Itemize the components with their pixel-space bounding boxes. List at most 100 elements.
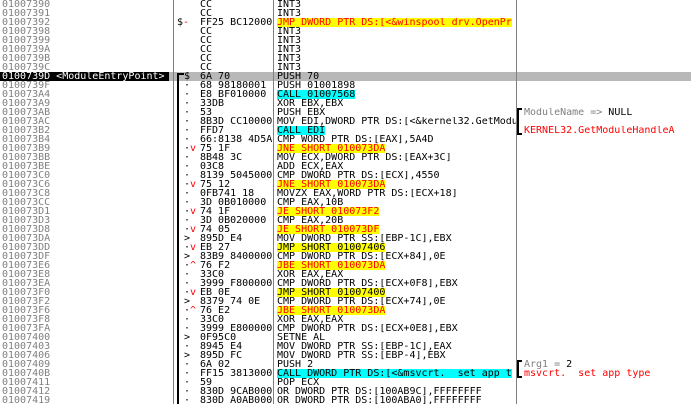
disasm-row[interactable]: 010073FA · 3999 E800000 CMP DWORD PTR DS:[E…	[0, 324, 691, 334]
row-marker: ·	[177, 270, 199, 279]
disasm-row[interactable]: 01007390 CC INT3	[0, 0, 691, 10]
disasm-row[interactable]: 01007412 · 830D 9CAB000 OR DWORD PTR DS:[10…	[0, 387, 691, 397]
disasm-row[interactable]: 010073DA >895D E4 MOV DWORD PTR SS:[EBP-1C…	[0, 234, 691, 244]
instruction-text: JNE SHORT 010073DA	[277, 180, 386, 189]
disasm-row[interactable]: 010073AC · 8B3D CC10000 MOV EDI,DWORD PTR D…	[0, 117, 691, 127]
hex-bytes-cell: 830D 9CAB000	[200, 387, 272, 396]
disasm-row[interactable]: 01007411 · 59 POP ECX	[0, 377, 691, 388]
disasm-row[interactable]: 010073E8 · 33C0 XOR EAX,EAX	[0, 270, 691, 280]
jump-down-arrow-icon: v	[190, 243, 197, 252]
disasm-row[interactable]: 010073F8 · 33C0 XOR EAX,EAX	[0, 315, 691, 325]
disassembly-cell: JMP DWORD PTR DS:[<&winspool_drv.OpenPr	[277, 18, 516, 27]
disasm-row[interactable]: 010073D3 · 3D 0B020000 CMP EAX,20B	[0, 216, 691, 226]
row-marker: ·^	[177, 261, 199, 270]
disassembly-cell: CALL DWORD PTR DS:[<&msvcrt.__set_app_t	[277, 369, 516, 378]
instruction-text: CMP EAX,10B	[277, 198, 344, 207]
instruction-text: JMP DWORD PTR DS:[<&winspool_drv.OpenPr	[277, 18, 512, 27]
disasm-row[interactable]: 01007403 · 8945 E4 MOV DWORD PTR SS:[EBP-1C…	[0, 341, 691, 352]
instruction-text: CALL 01007568	[277, 90, 356, 99]
disasm-row[interactable]: 010073D8 ·v 74 05 JE SHORT 010073DF	[0, 225, 691, 235]
disassembly-cell: PUSH 2	[277, 360, 516, 369]
disasm-row[interactable]: 0100739A CC INT3	[0, 45, 691, 55]
row-marker: ·v	[177, 207, 199, 216]
disasm-row[interactable]: 01007419 · 830D A0AB000 OR DWORD PTR DS:[10…	[0, 396, 691, 404]
jump-target-icon: >	[184, 297, 191, 306]
hex-bytes-cell: 8B3D CC10000	[200, 117, 272, 126]
marker-glyph: ·	[184, 153, 191, 162]
disasm-row[interactable]: 0100739B CC INT3	[0, 54, 691, 64]
disasm-row[interactable]: 010073BE · 03C8 ADD ECX,EAX	[0, 162, 691, 172]
disasm-row[interactable]: 010073AB · 53 PUSH EBX ModuleName => NULL	[0, 107, 691, 118]
marker-glyph: ·	[184, 99, 191, 108]
disasm-row[interactable]: 010073B4 · 66:8138 4D5A CMP WORD PTR DS:[EA…	[0, 135, 691, 145]
instruction-text: INT3	[277, 54, 302, 63]
address-cell: 010073E6	[2, 260, 51, 271]
marker-glyph: ·	[184, 162, 191, 171]
address-cell: 010073AB	[2, 107, 51, 118]
column-divider-hex-disasm	[273, 0, 274, 404]
disasm-row[interactable]: 0100739C CC INT3	[0, 63, 691, 73]
disasm-row[interactable]: 0100739F · 68 98180001 PUSH 01001898	[0, 81, 691, 91]
disasm-row[interactable]: 010073A4 · E8 BF010000 CALL 01007568	[0, 90, 691, 100]
address-cell: 010073DF	[2, 251, 51, 262]
disasm-row[interactable]: 010073B9 ·v 75 1F JNE SHORT 010073DA	[0, 143, 691, 154]
disasm-row[interactable]: 0100740B · FF15 3813000 CALL DWORD PTR DS:[…	[0, 369, 691, 379]
address-cell: 010073B2	[2, 125, 51, 136]
disasm-row[interactable]: 01007399 CC INT3	[0, 36, 691, 46]
address-cell: 01007400	[2, 332, 51, 343]
comment-segment: msvcrt.__set_app_type	[524, 369, 651, 378]
disasm-row[interactable]: 01007392 $- FF25 BC12000 JMP DWORD PTR DS:[…	[0, 18, 691, 28]
disasm-row[interactable]: 01007400 >0F95C0 SETNE AL	[0, 332, 691, 343]
disasm-row[interactable]: 010073BB · 8B48 3C MOV ECX,DWORD PTR DS:[EA…	[0, 153, 691, 163]
disasm-row[interactable]: 010073C8 · 0FB741 18 MOVZX EAX,WORD PTR DS:…	[0, 189, 691, 199]
instruction-text: CALL EDI	[277, 126, 326, 135]
disasm-row[interactable]: 01007406 >895D FC MOV DWORD PTR SS:[EBP-4]…	[0, 351, 691, 361]
instruction-text: MOV EDI,DWORD PTR DS:[<&kernel32.GetModu	[277, 117, 516, 126]
marker-glyph: ·	[184, 279, 191, 288]
disasm-row[interactable]: 01007391 CC INT3	[0, 9, 691, 19]
comment-cell: KERNEL32.GetModuleHandleA	[524, 126, 691, 135]
hex-bytes-cell: CC	[200, 0, 213, 9]
address-cell: 010073DD	[2, 242, 51, 253]
disasm-row[interactable]: 010073C6 ·v 75 12 JNE SHORT 010073DA	[0, 180, 691, 190]
instruction-text: INT3	[277, 45, 302, 54]
instruction-text: POP ECX	[277, 378, 320, 387]
marker-glyph: ·	[184, 387, 191, 396]
row-marker: ·	[177, 198, 199, 207]
address-cell: 01007411	[2, 377, 51, 388]
hex-bytes-cell: 59	[200, 378, 213, 387]
disasm-row[interactable]: 010073F0 ·v EB 0E JMP SHORT 01007400	[0, 288, 691, 298]
column-divider-address-hex	[173, 0, 174, 404]
row-marker: >	[177, 333, 199, 342]
disasm-row[interactable]: 010073DD ·v EB 27 JMP SHORT 01007406	[0, 242, 691, 253]
disasm-row[interactable]: 010073A9 · 33DB XOR EBX,EBX	[0, 98, 691, 109]
disasm-row-selected[interactable]: 0100739D <ModuleEntryPoint> $6A 70 PUSH 70	[0, 72, 691, 82]
disasm-row[interactable]: 010073CC · 3D 0B010000 CMP EAX,10B	[0, 198, 691, 208]
hex-bytes-cell: 3D 0B020000	[200, 216, 267, 225]
disasm-row[interactable]: 010073B2 · FFD7 CALL EDI KERNEL32.GetModuleH…	[0, 125, 691, 136]
address-cell: 010073F6	[2, 305, 51, 316]
disasm-row[interactable]: 01007398 CC INT3	[0, 26, 691, 37]
disasm-row[interactable]: 010073D1 ·v 74 1F JE SHORT 010073F2	[0, 207, 691, 217]
redirect-dash-icon: -	[183, 18, 190, 27]
instruction-text: CMP DWORD PTR DS:[ECX+0F8],EBX	[277, 279, 458, 288]
address-cell: 010073A9	[2, 98, 51, 109]
disasm-row[interactable]: 010073F2 >8379 74 0E CMP DWORD PTR DS:[ECX…	[0, 297, 691, 307]
address-cell: 010073B9	[2, 143, 51, 154]
hex-bytes-cell: 895D E4	[200, 234, 243, 243]
disasm-row[interactable]: 01007409 · 6A 02 PUSH 2 Arg1 = 2	[0, 360, 691, 370]
disassembly-cell: XOR EAX,EAX	[277, 270, 516, 279]
row-marker: ·	[177, 99, 199, 108]
disasm-row[interactable]: 010073EA · 3999 F800000 CMP DWORD PTR DS:[E…	[0, 279, 691, 289]
address-cell: 01007403	[2, 341, 51, 352]
disasm-row[interactable]: 010073F6 ·^ 76 E2 JBE SHORT 010073DA	[0, 305, 691, 316]
instruction-text: JMP SHORT 01007406	[277, 243, 386, 252]
disasm-row[interactable]: 010073DF >83B9 8400000 CMP DWORD PTR DS:[E…	[0, 251, 691, 262]
hex-bytes-cell: 53	[200, 108, 213, 117]
row-marker: ·	[177, 135, 199, 144]
disasm-row[interactable]: 010073C0 · 8139 5045000 CMP DWORD PTR DS:[E…	[0, 171, 691, 181]
disasm-row[interactable]: 010073E6 ·^ 76 F2 JBE SHORT 010073DA	[0, 260, 691, 271]
marker-glyph: ·	[184, 144, 191, 153]
marker-glyph: ·	[184, 81, 191, 90]
address-cell: 01007398	[2, 26, 51, 37]
